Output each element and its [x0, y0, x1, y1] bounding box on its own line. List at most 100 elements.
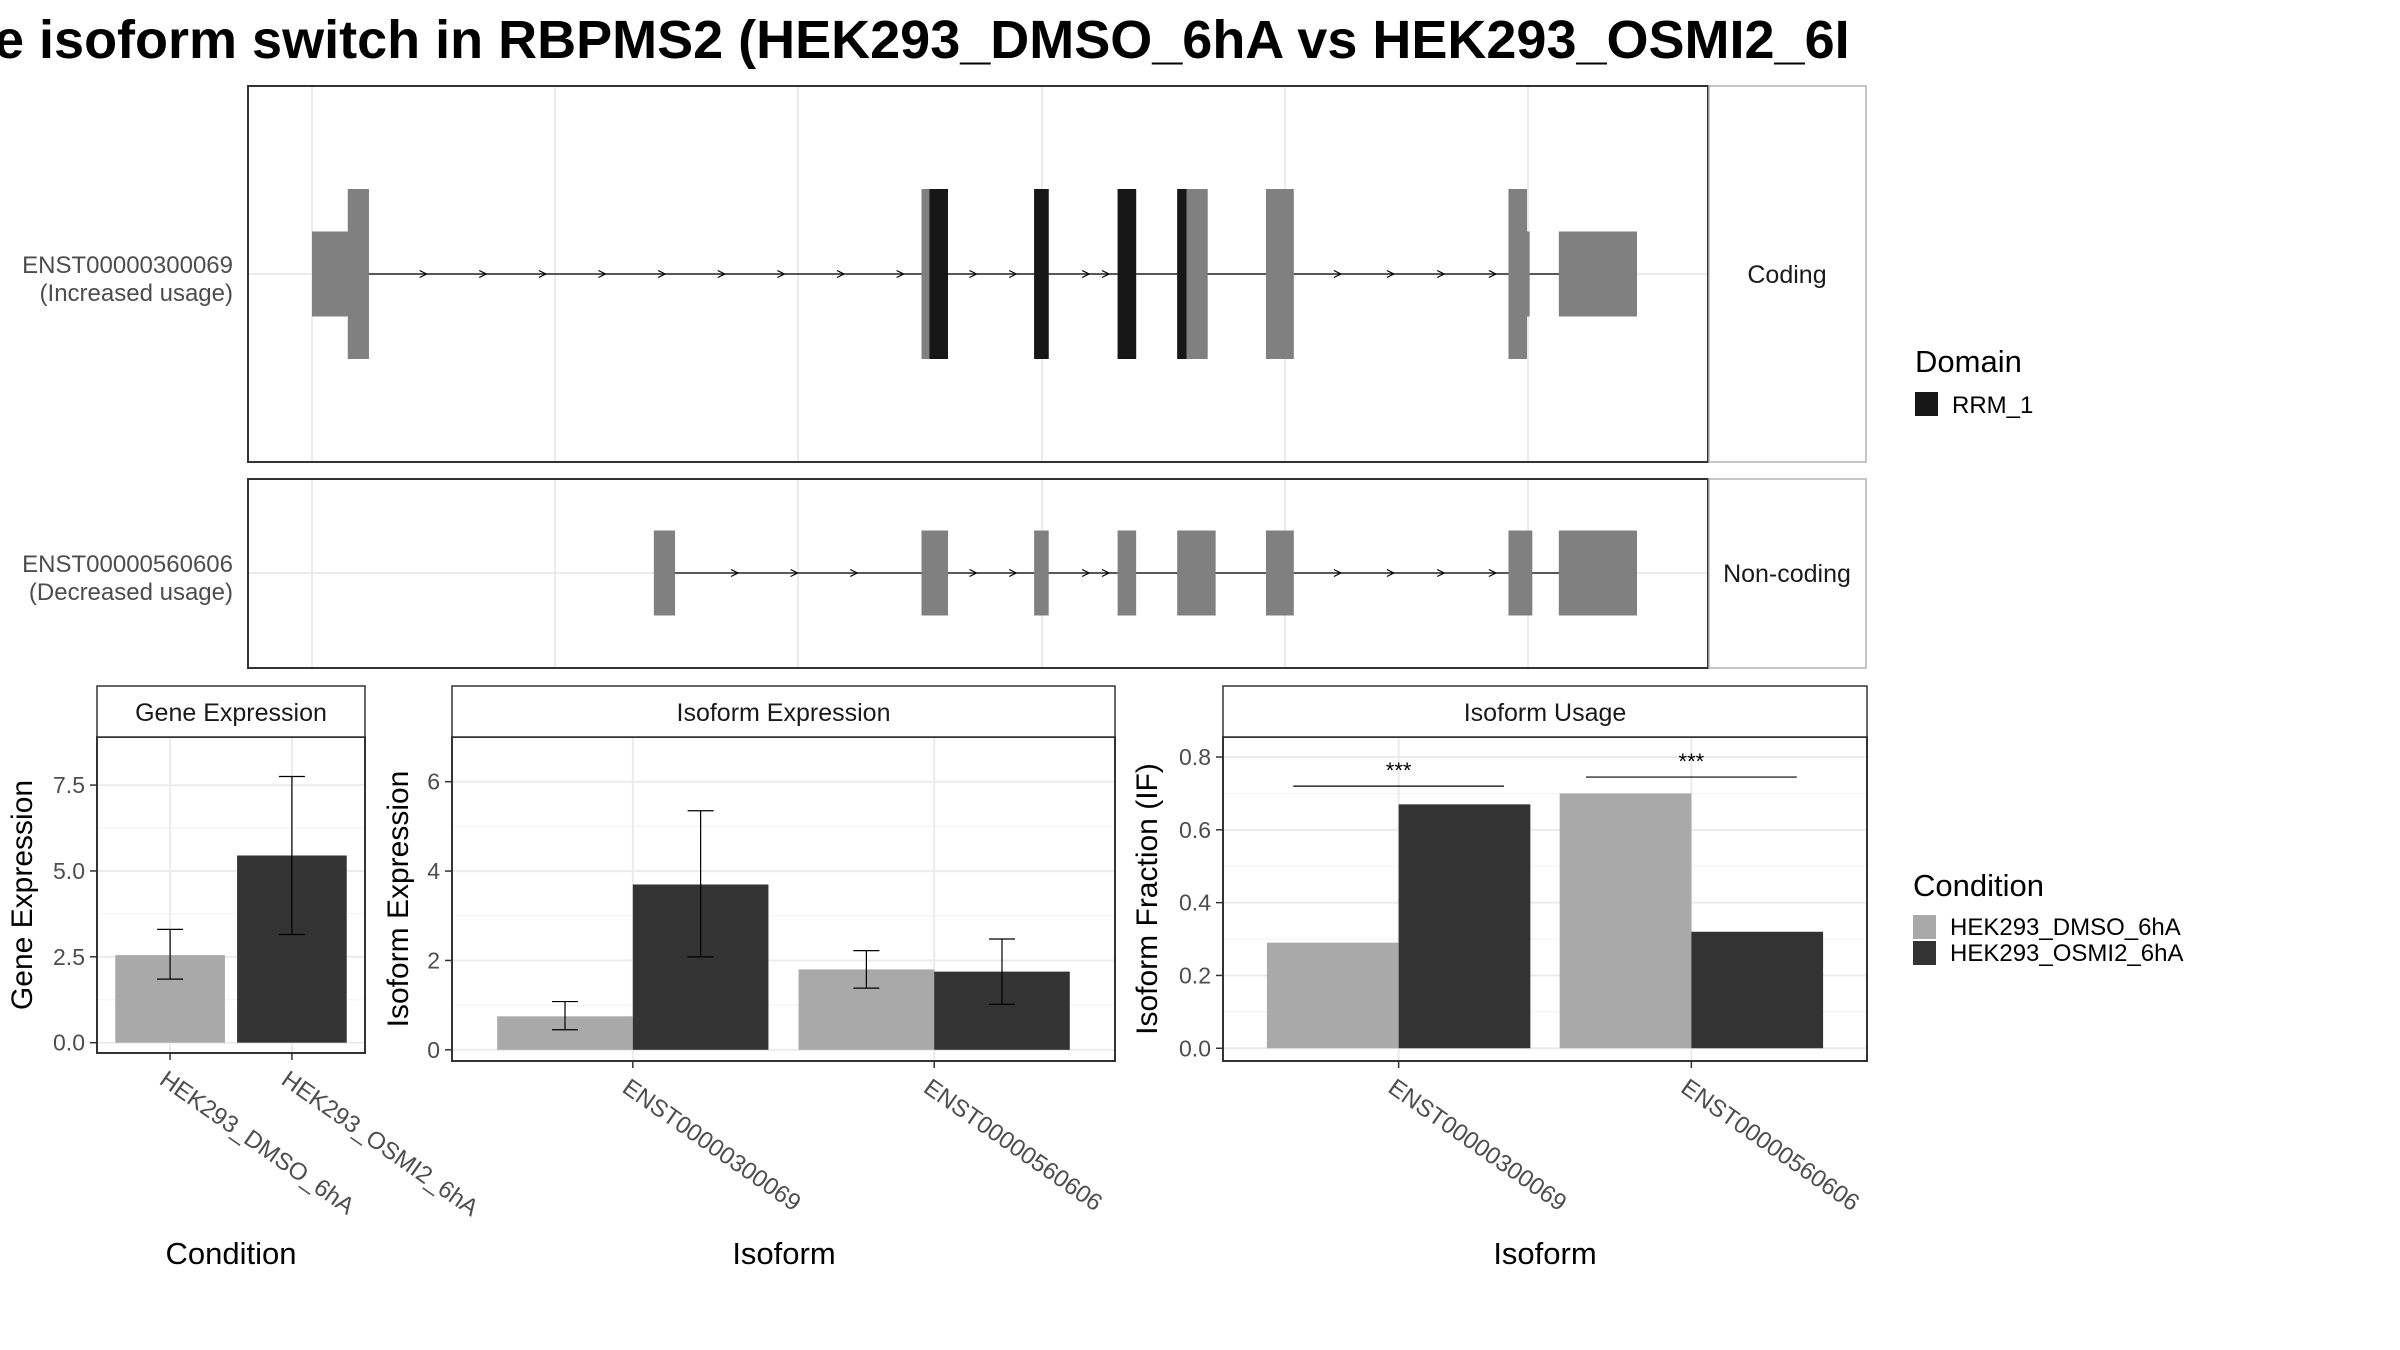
intron-direction-arrow	[1008, 269, 1018, 279]
y-axis-title: Isoform Expression	[382, 771, 415, 1028]
x-tick-label: HEK293_DMSO_6hA	[155, 1066, 360, 1220]
x-tick-label: ENST00000300069	[1383, 1074, 1571, 1217]
intron-direction-arrow	[969, 568, 978, 578]
y-tick-label: 0.4	[1179, 890, 1211, 916]
transcript-panel-1: Non-coding ENST00000560606(Decreased usag…	[22, 478, 1867, 669]
domain-legend-title: Domain	[1915, 344, 2022, 379]
intron-direction-arrow	[419, 269, 428, 279]
bar-osmi	[1691, 931, 1824, 1049]
exon-nc	[1117, 530, 1137, 616]
x-axis-title: Condition	[166, 1236, 297, 1271]
rrm-domain-segment	[1117, 189, 1137, 359]
x-axis-title: Isoform	[732, 1236, 835, 1271]
y-tick-label: 6	[427, 769, 440, 795]
y-tick-label: 4	[427, 858, 440, 884]
y-axis-title: Gene Expression	[6, 780, 39, 1010]
condition-legend-label-osmi: HEK293_OSMI2_6hA	[1950, 940, 2183, 967]
intron-direction-arrow	[1436, 568, 1446, 578]
facet-strip-label: Isoform Expression	[677, 699, 891, 727]
panel-frame	[247, 478, 1709, 669]
intron-direction-arrow	[598, 269, 607, 279]
intron-direction-arrow	[1081, 269, 1091, 279]
facet-strip-label: Isoform Usage	[1464, 699, 1627, 727]
transcript-id-label: ENST00000560606	[22, 551, 233, 578]
transcript-type-strip	[1708, 85, 1867, 463]
intron-direction-arrow	[777, 269, 786, 279]
intron-direction-arrow	[969, 269, 978, 279]
exon-nc	[1508, 530, 1533, 616]
transcript-id-label: ENST00000300069	[22, 252, 233, 279]
rrm-domain-segment	[1177, 189, 1187, 359]
intron-direction-arrow	[1333, 269, 1343, 279]
bar-panel-1: Isoform Expression 0 2 4 6 ENST00000300069 ENS…	[382, 685, 1116, 1271]
transcript-structure-panels: Coding ENST00000300069(Increased usage) No…	[22, 85, 1867, 669]
exon-cds	[1508, 189, 1528, 359]
exon-cds	[1266, 189, 1294, 359]
intron-direction-arrow	[717, 269, 727, 279]
intron-direction-arrow	[1488, 269, 1498, 279]
intron-direction-arrow	[1386, 269, 1396, 279]
exon-cds	[347, 189, 369, 359]
rrm-domain-segment	[1034, 189, 1049, 359]
y-tick-label: 2.5	[53, 944, 85, 970]
intron-direction-arrow	[1386, 568, 1396, 578]
intron-direction-arrow	[849, 568, 859, 578]
y-axis-title: Isoform Fraction (IF)	[1131, 763, 1164, 1035]
intron-direction-arrow	[790, 568, 799, 578]
y-tick-label: 0.8	[1179, 744, 1211, 770]
exon-utr	[1524, 231, 1530, 317]
bar-dmso	[1559, 793, 1692, 1049]
intron-direction-arrow	[1101, 568, 1111, 578]
panel-frame	[247, 85, 1709, 463]
intron-direction-arrow	[730, 568, 740, 578]
y-tick-label: 0.0	[1179, 1035, 1211, 1061]
transcript-type-label: Coding	[1747, 261, 1826, 289]
y-tick-label: 0.2	[1179, 962, 1211, 988]
exon-nc	[1266, 530, 1294, 616]
domain-legend-key	[1915, 392, 1938, 416]
condition-legend-title: Condition	[1913, 868, 2044, 903]
x-tick-label: ENST00000560606	[919, 1074, 1107, 1217]
bar-panel-2: *** *** Isoform Usage 0.0 0.2 0.4 0.6 0.8 ENST00…	[1131, 685, 1868, 1271]
facet-strip	[96, 685, 366, 738]
exon-utr	[1558, 231, 1637, 317]
intron-direction-arrow	[1008, 568, 1018, 578]
transcript-panel-0: Coding ENST00000300069(Increased usage)	[22, 85, 1867, 463]
y-tick-label: 7.5	[53, 772, 85, 798]
facet-strip	[451, 685, 1116, 738]
condition-legend-key-osmi	[1913, 941, 1936, 965]
transcript-usage-label: (Increased usage)	[40, 280, 233, 307]
facet-strip-label: Gene Expression	[135, 699, 327, 727]
condition-legend: Condition HEK293_DMSO_6hA HEK293_OSMI2_6…	[1913, 868, 2183, 967]
bar-dmso	[1266, 942, 1399, 1049]
transcript-type-strip	[1708, 478, 1867, 669]
rrm-domain-segment	[929, 189, 948, 359]
intron-direction-arrow	[1488, 568, 1498, 578]
intron-direction-arrow	[538, 269, 548, 279]
intron-direction-arrow	[657, 269, 667, 279]
exon-nc	[653, 530, 676, 616]
figure-title: e isoform switch in RBPMS2 (HEK293_DMSO_…	[0, 10, 1850, 70]
x-tick-label: HEK293_OSMI2_6hA	[276, 1066, 483, 1222]
y-tick-label: 2	[427, 947, 440, 973]
significance-label: ***	[1679, 749, 1705, 774]
facet-strip	[1222, 685, 1868, 738]
significance-label: ***	[1386, 758, 1412, 783]
x-axis-title: Isoform	[1493, 1236, 1596, 1271]
exon-nc	[1177, 530, 1216, 616]
condition-legend-label-dmso: HEK293_DMSO_6hA	[1950, 914, 2181, 941]
y-tick-label: 0.6	[1179, 817, 1211, 843]
domain-legend-label: RRM_1	[1952, 392, 2033, 419]
x-tick-label: ENST00000560606	[1676, 1074, 1864, 1217]
intron-direction-arrow	[896, 269, 905, 279]
y-tick-label: 5.0	[53, 858, 85, 884]
intron-direction-arrow	[478, 269, 488, 279]
exon-nc	[1558, 530, 1637, 616]
x-tick-label: ENST00000300069	[617, 1074, 805, 1217]
bar-osmi	[1398, 804, 1531, 1049]
intron-direction-arrow	[1333, 568, 1343, 578]
transcript-usage-label: (Decreased usage)	[29, 579, 233, 606]
y-tick-label: 0	[427, 1037, 440, 1063]
exon-nc	[921, 530, 948, 616]
